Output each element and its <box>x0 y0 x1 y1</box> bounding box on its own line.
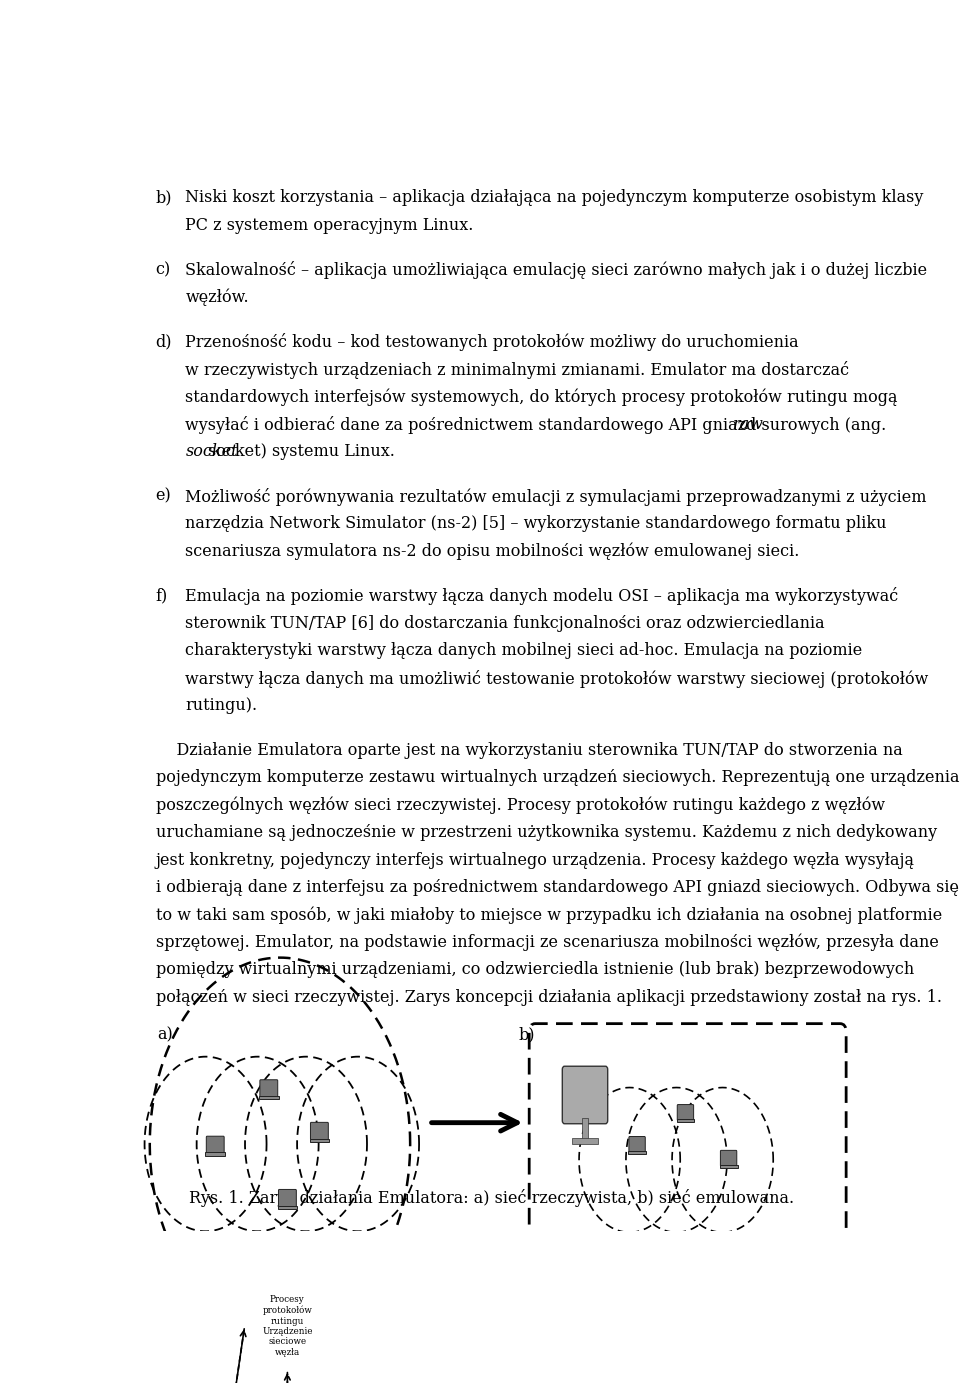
Bar <box>571 1138 598 1144</box>
Bar <box>582 1119 588 1140</box>
Text: PC z systemem operacyjnym Linux.: PC z systemem operacyjnym Linux. <box>185 217 474 234</box>
Text: b): b) <box>518 1026 535 1044</box>
Text: i odbierają dane z interfejsu za pośrednictwem standardowego API gniazd sieciowy: i odbierają dane z interfejsu za pośredn… <box>156 880 959 896</box>
FancyBboxPatch shape <box>242 1278 333 1373</box>
Text: Rys. 1. Zarys działania Emulatora: a) sieć rzeczywista, b) sieć emulowana.: Rys. 1. Zarys działania Emulatora: a) si… <box>189 1189 795 1207</box>
Text: węzłów.: węzłów. <box>185 289 249 307</box>
Text: b): b) <box>156 189 172 206</box>
Text: narzędzia Network Simulator (ns-2) [5] – wykorzystanie standardowego formatu pli: narzędzia Network Simulator (ns-2) [5] –… <box>185 516 887 532</box>
Text: a): a) <box>157 1026 173 1044</box>
Text: sterownik TUN/TAP [6] do dostarczania funkcjonalności oraz odzwierciedlania: sterownik TUN/TAP [6] do dostarczania fu… <box>185 614 825 632</box>
Text: raw: raw <box>733 416 764 433</box>
Text: socket) systemu Linux.: socket) systemu Linux. <box>207 444 395 461</box>
Text: pojedynczym komputerze zestawu wirtualnych urządzeń sieciowych. Reprezentują one: pojedynczym komputerze zestawu wirtualny… <box>156 769 959 786</box>
Text: Procesy
protokołów
rutingu
Urządzenie
sieciowe
węzła: Procesy protokołów rutingu Urządzenie si… <box>262 1296 313 1357</box>
FancyBboxPatch shape <box>260 1080 277 1097</box>
Text: w rzeczywistych urządzeniach z minimalnymi zmianami. Emulator ma dostarczać: w rzeczywistych urządzeniach z minimalny… <box>185 361 850 379</box>
Bar <box>677 1119 694 1122</box>
Bar <box>628 1152 646 1155</box>
Text: Emulacja na poziomie warstwy łącza danych modelu OSI – aplikacja ma wykorzystywa: Emulacja na poziomie warstwy łącza danyc… <box>185 588 899 606</box>
Text: Skalowalność – aplikacja umożliwiająca emulację sieci zarówno małych jak i o duż: Skalowalność – aplikacja umożliwiająca e… <box>185 261 927 279</box>
Text: standardowych interfejsów systemowych, do których procesy protokołów rutingu mog: standardowych interfejsów systemowych, d… <box>185 389 898 405</box>
Text: sprzętowej. Emulator, na podstawie informacji ze scenariusza mobilności węzłów, : sprzętowej. Emulator, na podstawie infor… <box>156 934 939 952</box>
Text: rutingu).: rutingu). <box>185 697 257 714</box>
Text: Możliwość porównywania rezultatów emulacji z symulacjami przeprowadzanymi z użyc: Możliwość porównywania rezultatów emulac… <box>185 488 927 506</box>
Text: socket: socket <box>185 444 238 461</box>
Text: warstwy łącza danych ma umożliwić testowanie protokołów warstwy sieciowej (proto: warstwy łącza danych ma umożliwić testow… <box>185 669 929 687</box>
Text: Działanie Emulatora oparte jest na wykorzystaniu sterownika TUN/TAP do stworzeni: Działanie Emulatora oparte jest na wykor… <box>156 741 902 759</box>
Text: c): c) <box>156 261 171 278</box>
FancyBboxPatch shape <box>206 1137 225 1153</box>
Text: scenariusza symulatora ns-2 do opisu mobilności węzłów emulowanej sieci.: scenariusza symulatora ns-2 do opisu mob… <box>185 542 800 560</box>
Text: połączeń w sieci rzeczywistej. Zarys koncepcji działania aplikacji przedstawiony: połączeń w sieci rzeczywistej. Zarys kon… <box>156 989 942 1005</box>
Text: poszczególnych węzłów sieci rzeczywistej. Procesy protokołów rutingu każdego z w: poszczególnych węzłów sieci rzeczywistej… <box>156 797 885 815</box>
FancyBboxPatch shape <box>278 1189 297 1207</box>
Text: d): d) <box>156 333 172 350</box>
Text: uruchamiane są jednocześnie w przestrzeni użytkownika systemu. Każdemu z nich de: uruchamiane są jednocześnie w przestrzen… <box>156 824 937 841</box>
Bar <box>205 1152 225 1156</box>
FancyBboxPatch shape <box>629 1137 645 1152</box>
FancyBboxPatch shape <box>720 1151 736 1166</box>
Bar <box>309 1138 329 1142</box>
Text: pomiędzy wirtualnymi urządzeniami, co odzwierciedla istnienie (lub brak) bezprze: pomiędzy wirtualnymi urządzeniami, co od… <box>156 961 914 978</box>
Text: wysyłać i odbierać dane za pośrednictwem standardowego API gniazd surowych (ang.: wysyłać i odbierać dane za pośrednictwem… <box>185 416 892 434</box>
Text: to w taki sam sposób, w jaki miałoby to miejsce w przypadku ich działania na oso: to w taki sam sposób, w jaki miałoby to … <box>156 906 942 924</box>
FancyBboxPatch shape <box>677 1105 694 1120</box>
Bar <box>277 1206 298 1209</box>
Text: f): f) <box>156 588 168 604</box>
Bar <box>720 1166 737 1169</box>
FancyBboxPatch shape <box>310 1123 328 1140</box>
Text: Przenośność kodu – kod testowanych protokołów możliwy do uruchomienia: Przenośność kodu – kod testowanych proto… <box>185 333 799 351</box>
Text: jest konkretny, pojedynczy interfejs wirtualnego urządzenia. Procesy każdego węz: jest konkretny, pojedynczy interfejs wir… <box>156 852 915 869</box>
Text: Niski koszt korzystania – aplikacja działająca na pojedynczym komputerze osobist: Niski koszt korzystania – aplikacja dzia… <box>185 189 924 206</box>
Text: charakterystyki warstwy łącza danych mobilnej sieci ad-hoc. Emulacja na poziomie: charakterystyki warstwy łącza danych mob… <box>185 642 863 660</box>
FancyBboxPatch shape <box>563 1066 608 1124</box>
Bar <box>259 1097 278 1099</box>
Text: e): e) <box>156 488 172 505</box>
